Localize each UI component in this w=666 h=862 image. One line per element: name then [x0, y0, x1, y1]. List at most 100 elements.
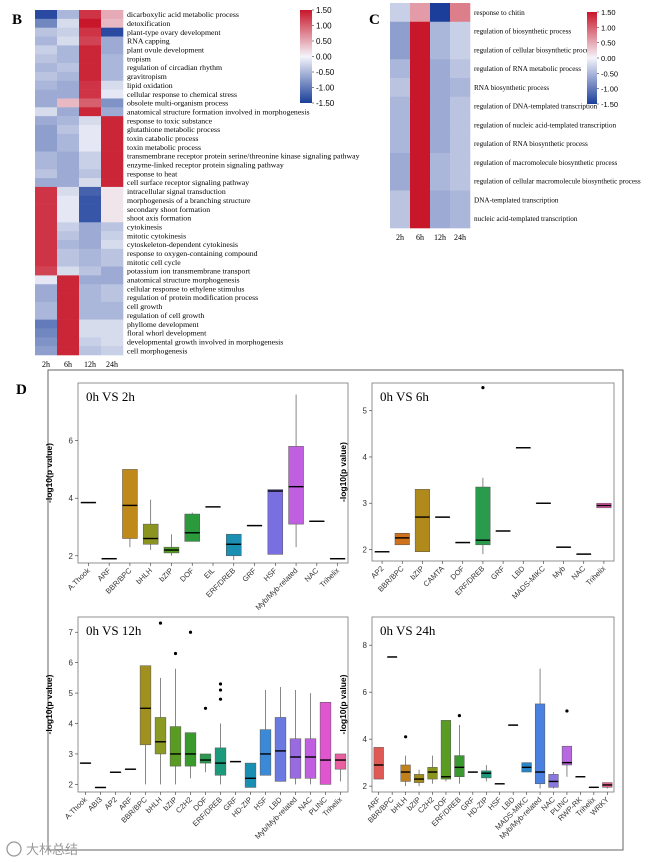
colorbar-tick-label: 1.00 [601, 23, 616, 32]
heatmap-cell [450, 78, 471, 98]
heatmap-cell [79, 125, 102, 135]
heatmap-cell [410, 40, 431, 60]
box-group [373, 747, 384, 780]
heatmap-cell [79, 151, 102, 161]
heatmap-cell [57, 160, 80, 170]
heatmap-row-label: detoxification [127, 19, 170, 28]
box-group [495, 530, 511, 532]
heatmap-cell [390, 3, 411, 23]
heatmap-cell [101, 169, 124, 179]
box-body [414, 489, 430, 553]
heatmap-cell [57, 275, 80, 285]
box-group [575, 776, 586, 778]
heatmap-cell [101, 107, 124, 117]
heatmap-cell [101, 310, 124, 320]
heatmap-column-label: 24h [454, 233, 466, 242]
heatmap-row-label: enzyme-linked receptor protein signaling… [127, 161, 284, 170]
x-tick-label: HSF [262, 566, 279, 583]
box-group [246, 524, 263, 527]
heatmap-row-label: cytokinesis [127, 222, 162, 231]
heatmap-cell [35, 178, 58, 188]
heatmap-cell [57, 248, 80, 258]
heatmap-cell [430, 153, 451, 173]
heatmap-cell [79, 107, 102, 117]
heatmap-cell [410, 171, 431, 191]
heatmap-row-label: shoot axis formation [127, 214, 191, 223]
x-tick-label: EIL [202, 566, 216, 580]
heatmap-cell [35, 27, 58, 37]
box-group [556, 546, 572, 548]
heatmap-cell [101, 319, 124, 329]
heatmap-cell [430, 96, 451, 116]
x-tick-label: Myb [551, 564, 567, 580]
heatmap-cell [57, 346, 80, 356]
heatmap-cell [101, 328, 124, 338]
heatmap-row-label: intracellular signal transduction [127, 187, 226, 196]
heatmap-row-label: anatomical structure formation involved … [127, 107, 310, 116]
y-tick-label: 4 [69, 494, 74, 503]
heatmap-cell [57, 240, 80, 250]
heatmap-cell [57, 151, 80, 161]
heatmap-cell [430, 59, 451, 79]
heatmap-cell [35, 133, 58, 143]
heatmap-cell [390, 115, 411, 135]
heatmap-cell [79, 36, 102, 46]
box-group [588, 786, 599, 789]
heatmap-cell [79, 27, 102, 37]
heatmap-row-label: secondary shoot formation [127, 205, 210, 214]
y-tick-label: 4 [69, 720, 74, 729]
box-outlier [565, 709, 569, 713]
box-group [244, 762, 257, 788]
plot-frame [371, 382, 615, 562]
x-tick-label: C2H2 [174, 795, 194, 815]
y-tick-label: 4 [363, 735, 368, 744]
heatmap-cell [450, 190, 471, 210]
heatmap-cell [450, 115, 471, 135]
box-group [163, 534, 180, 556]
heatmap-cell [57, 133, 80, 143]
box-group [94, 786, 107, 789]
box-group [154, 621, 167, 785]
heatmap-cell [101, 293, 124, 303]
heatmap-column-label: 6h [64, 360, 72, 369]
heatmap-row-label: dicarboxylic acid metabolic process [127, 10, 239, 19]
y-axis-label: -log10(p value) [44, 674, 54, 734]
y-tick-label: 2 [363, 782, 368, 791]
box-group [139, 665, 152, 785]
heatmap-cell [430, 190, 451, 210]
heatmap-cell [79, 63, 102, 73]
heatmap-cell [79, 89, 102, 99]
heatmap-row-label: response to toxic substance [127, 116, 213, 125]
heatmap-cell [35, 186, 58, 197]
heatmap-cell [79, 116, 102, 126]
heatmap-cell [57, 178, 80, 188]
box-group [79, 762, 92, 764]
heatmap-cell [101, 213, 124, 223]
y-tick-label: 2 [69, 780, 74, 789]
heatmap-cell [35, 213, 58, 223]
box-group [387, 656, 398, 658]
heatmap-cell [79, 257, 102, 267]
box-group [467, 771, 478, 773]
heatmap-cell [79, 231, 102, 241]
x-tick-label: A.Thook [63, 795, 89, 821]
watermark-logo-icon [6, 841, 22, 857]
heatmap-cell [35, 222, 58, 232]
heatmap-cell [79, 160, 102, 170]
box-body [199, 753, 212, 764]
heatmap-cell [79, 248, 102, 258]
heatmap-cell [35, 63, 58, 73]
y-tick-label: 5 [363, 407, 368, 416]
y-axis-label: -log10(p value) [338, 674, 348, 734]
heatmap-row-label: plant ovule development [127, 46, 205, 55]
panel-b-colorbar: 1.50 1.00 0.50 0.00 -0.50 -1.00 -1.50 [300, 6, 335, 108]
heatmap-cell [35, 151, 58, 161]
x-tick-label: HSF [252, 795, 269, 812]
heatmap-cell [57, 257, 80, 267]
heatmap-row-label: regulation of circadian rhythm [127, 63, 222, 72]
y-tick-label: 6 [363, 688, 368, 697]
box-group [440, 720, 452, 782]
